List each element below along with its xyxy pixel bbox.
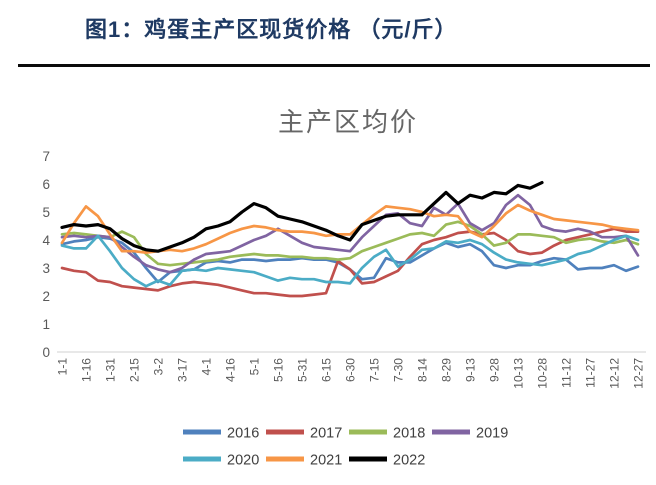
legend-item-2018: 2018 [349,426,425,442]
legend-item-2017: 2017 [266,426,342,442]
legend-label-2019: 2019 [476,426,508,442]
y-tick-label: 0 [42,345,50,360]
x-tick-label: 10-28 [536,358,550,389]
y-tick-label: 1 [42,317,50,332]
series-line-2020 [60,234,640,288]
x-tick-label: 3-2 [152,358,166,376]
x-tick-label: 12-12 [608,358,622,389]
legend-item-2022: 2022 [349,453,425,469]
y-tick-label: 6 [42,177,50,192]
legend-item-2021: 2021 [266,453,342,469]
y-tick-label: 3 [42,261,50,276]
x-tick-label: 11-12 [560,358,574,388]
x-tick-label: 1-16 [80,358,94,382]
legend-item-2020: 2020 [183,453,259,469]
legend-label-2016: 2016 [227,426,259,442]
legend-label-2018: 2018 [393,426,425,442]
x-tick-label: 8-29 [440,358,454,382]
legend-label-2021: 2021 [310,453,342,469]
x-tick-label: 7-15 [368,358,382,382]
x-tick-label: 12-27 [632,358,646,389]
y-tick-label: 4 [42,233,50,248]
series-line-2017 [60,227,640,298]
series-line-2018 [60,220,640,267]
legend-item-2016: 2016 [183,426,259,442]
x-tick-label: 4-1 [200,358,214,376]
x-tick-label: 9-13 [464,358,478,382]
x-tick-label: 1-31 [104,358,118,382]
x-tick-label: 5-16 [272,358,286,382]
figure-title: 图1：鸡蛋主产区现货价格 （元/斤） [85,17,458,42]
y-tick-label: 2 [42,289,50,304]
x-tick-label: 9-28 [488,358,502,382]
x-tick-label: 4-16 [224,358,238,382]
figure-caption: 图1：鸡蛋主产区现货价格 （元/斤） [85,16,457,44]
legend-label-2022: 2022 [393,453,425,469]
x-tick-label: 10-13 [512,358,526,389]
header-divider [18,64,650,67]
legend-label-2017: 2017 [310,426,342,442]
x-tick-label: 5-1 [248,358,262,376]
x-tick-label: 2-15 [128,358,142,382]
x-tick-label: 3-17 [176,358,190,382]
chart-title: 主产区均价 [277,107,418,137]
y-tick-label: 5 [42,205,50,220]
x-tick-label: 5-31 [296,358,310,382]
series-line-2016 [60,235,640,284]
x-tick-label: 6-15 [320,358,334,382]
x-tick-label: 11-27 [584,358,598,388]
x-tick-label: 8-14 [416,358,430,382]
x-tick-label: 1-1 [56,358,70,376]
legend-item-2019: 2019 [432,426,508,442]
series-line-2019 [60,193,640,274]
y-tick-label: 7 [42,149,50,164]
series-line-2022 [60,181,544,253]
legend-label-2020: 2020 [227,453,259,469]
x-tick-label: 7-30 [392,358,406,382]
x-tick-label: 6-30 [344,358,358,382]
